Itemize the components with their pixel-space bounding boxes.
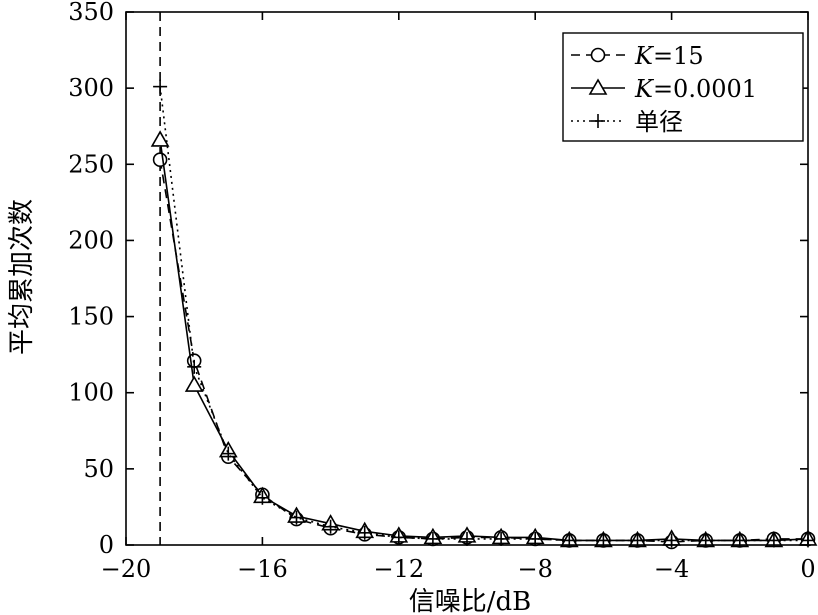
legend-label-1: K=15 [634,42,704,70]
legend-marker-3 [591,114,605,128]
legend-label-value: =15 [653,42,704,70]
legend-label-value: 单径 [635,108,683,136]
y-tick-label: 300 [68,74,114,102]
axes: −20 −16 −12 −8 −4 0 0 50 100 150 200 250 300 350 [68,0,815,583]
y-tick-label: 0 [99,531,114,559]
legend-label-var: K [634,75,655,103]
series-line-3 [159,86,808,542]
x-tick-label: −4 [654,555,689,583]
y-tick-label: 250 [68,150,114,178]
data-point-s3-5 [289,510,304,525]
data-point-s3-2 [187,359,202,374]
x-axis-title: 信噪比/dB [409,587,532,615]
legend-label-2: K=0.0001 [634,75,757,103]
data-point-s2-2 [184,375,204,392]
x-tick-label: −8 [518,555,553,583]
y-tick-label: 100 [68,379,114,407]
x-tick-label: −16 [237,555,288,583]
legend-marker-1 [590,47,606,63]
series-line-1 [159,159,808,543]
series-line-2 [159,139,809,542]
legend-marker-2 [588,78,608,95]
y-axis-title: 平均累加次数 [7,199,37,355]
plot-area [150,12,818,550]
data-point-s2-1 [150,130,170,147]
data-point-s3-6 [323,519,338,534]
data-point-s3-7 [357,525,372,540]
legend-label-var: K [634,42,655,70]
x-tick-label: −20 [101,555,152,583]
data-point-s3-10 [460,531,474,546]
x-tick-label: −12 [373,555,424,583]
data-point-s3-9 [425,531,440,546]
plot-frame [125,11,809,546]
data-point-s3-1 [153,79,168,94]
y-tick-label: 150 [68,303,114,331]
y-tick-label: 200 [68,226,114,254]
legend-label-3: 单径 [635,108,683,136]
data-point-s3-11 [494,531,509,546]
y-tick-label: 350 [68,0,114,26]
data-point-s3-4 [255,490,270,505]
x-tick-label: 0 [800,555,815,583]
data-point-s3-3 [221,446,236,461]
y-tick-label: 50 [83,455,114,483]
data-point-s1-1 [152,152,168,168]
legend-label-value: =0.0001 [653,75,757,103]
